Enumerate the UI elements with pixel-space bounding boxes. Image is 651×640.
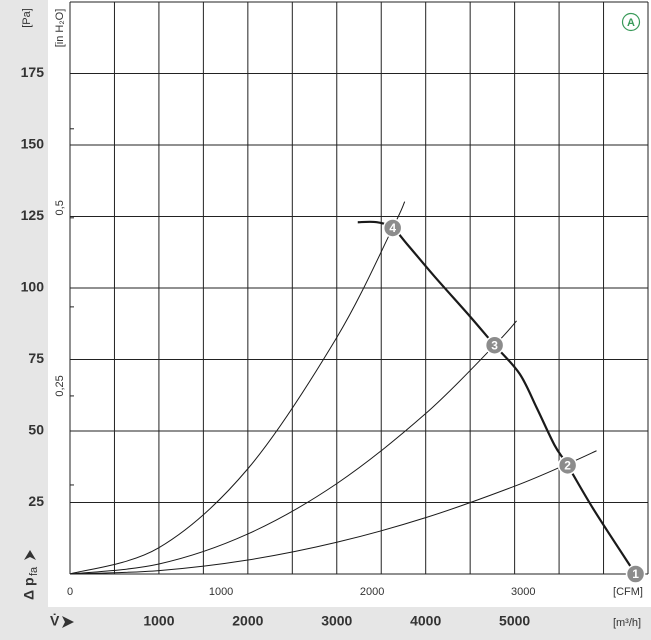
y-label: Δ p fa (21, 550, 40, 600)
x-tick-label: 5000 (499, 613, 530, 629)
y2-tick-label: 0,25 (54, 375, 66, 396)
x2-tick-label: 3000 (511, 586, 535, 598)
x-tick-label: 3000 (321, 613, 352, 629)
series-line (69, 450, 597, 575)
operating-point (484, 335, 505, 355)
y-label-sub: fa (28, 566, 40, 576)
x2-tick-label: 2000 (360, 586, 384, 598)
x-arrow (62, 616, 74, 628)
operating-point-label: 3 (491, 338, 498, 352)
operating-point-label: 1 (632, 567, 639, 581)
operating-point-label: 4 (389, 221, 396, 235)
y-tick-label: 25 (28, 493, 44, 509)
y-tick-label: 50 (28, 422, 44, 438)
bottom-panel (0, 607, 651, 640)
y-tick-label: 75 (28, 350, 44, 366)
series-line (69, 201, 406, 575)
series-line (69, 320, 517, 575)
left-panel (0, 0, 48, 640)
badge: A (627, 17, 635, 29)
x-tick-label: 1000 (143, 613, 174, 629)
x-label: V̇ (50, 613, 60, 629)
y2-tick-label: 0,5 (54, 200, 66, 215)
operating-point (625, 564, 646, 584)
operating-point (382, 218, 403, 238)
y-unit: [Pa] (21, 8, 33, 28)
x2-unit: [CFM] (613, 586, 643, 598)
x-tick-label: 4000 (410, 613, 441, 629)
x-unit: [m³/h] (613, 617, 641, 629)
x2-tick-label: 1000 (209, 586, 233, 598)
y-tick-label: 125 (21, 207, 45, 223)
plot: 1 2 3 4 (69, 1, 649, 584)
badge-circle (621, 12, 641, 32)
y2-unit: [in H₂O] (54, 9, 66, 48)
y-tick-label: 100 (21, 279, 45, 295)
x2-tick-label: 0 (67, 586, 73, 598)
x-tick-label: 2000 (232, 613, 263, 629)
operating-point-label: 2 (564, 458, 571, 472)
y-label-main: Δ p (21, 577, 37, 600)
operating-point (557, 455, 578, 476)
series-line (357, 220, 637, 575)
y-tick-label: 150 (21, 136, 45, 152)
y-arrow (24, 550, 36, 560)
y-tick-label: 175 (21, 64, 45, 80)
